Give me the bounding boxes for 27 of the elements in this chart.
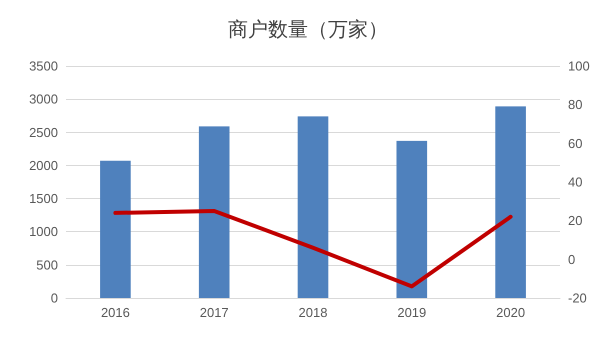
y-tick-label: 3000 xyxy=(29,92,58,107)
y-tick-label: 3500 xyxy=(29,58,58,74)
x-tick-label: 2020 xyxy=(496,305,526,320)
y-tick-label: 2500 xyxy=(29,124,58,140)
y2-tick-label: 40 xyxy=(568,174,582,190)
y2-tick-label: 100 xyxy=(568,58,590,74)
y-tick-label: 500 xyxy=(36,257,58,272)
y-tick-label: 0 xyxy=(50,290,58,306)
bar xyxy=(100,160,131,298)
line-series xyxy=(113,209,513,288)
y2-tick-label: 20 xyxy=(568,213,582,228)
y2-tick-label: -20 xyxy=(568,290,587,306)
y2-tick-label: 60 xyxy=(568,136,582,151)
x-tick-label: 2018 xyxy=(298,305,328,320)
bar xyxy=(298,116,328,298)
x-tick-label: 2017 xyxy=(200,305,229,320)
y-tick-label: 1000 xyxy=(29,224,58,240)
bar xyxy=(495,106,526,298)
y2-tick-label: 0 xyxy=(568,252,576,267)
y-tick-label: 1500 xyxy=(29,191,58,206)
bar xyxy=(198,126,230,298)
chart-title: 商户数量（万家） xyxy=(228,17,388,41)
bar xyxy=(396,140,428,298)
y-tick-label: 2000 xyxy=(29,158,58,173)
x-tick-label: 2019 xyxy=(397,305,426,320)
x-tick-label: 2016 xyxy=(100,305,130,320)
y2-tick-label: 80 xyxy=(568,97,582,112)
